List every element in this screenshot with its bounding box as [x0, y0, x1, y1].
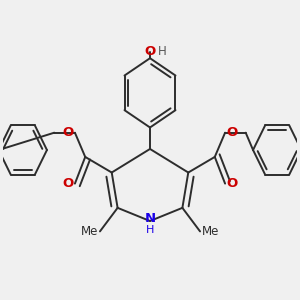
Text: H: H: [146, 225, 154, 235]
Text: O: O: [62, 126, 74, 139]
Text: Me: Me: [81, 225, 98, 238]
Text: O: O: [144, 46, 156, 59]
Text: Me: Me: [202, 225, 219, 238]
Text: N: N: [144, 212, 156, 225]
Text: O: O: [226, 177, 238, 190]
Text: O: O: [62, 177, 74, 190]
Text: H: H: [158, 46, 167, 59]
Text: O: O: [226, 126, 238, 139]
